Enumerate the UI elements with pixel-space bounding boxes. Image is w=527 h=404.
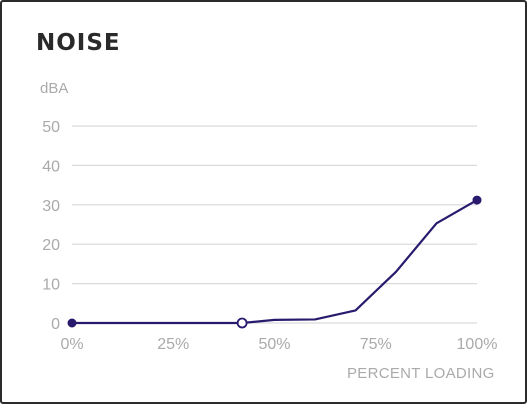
y-tick-20: 20 [42, 237, 60, 254]
y-tick-30: 30 [42, 198, 60, 215]
x-tick-50: 50% [258, 336, 290, 353]
y-tick-0: 0 [51, 316, 60, 333]
data-point-0 [67, 318, 77, 328]
chart-title: NOISE [36, 30, 121, 56]
y-tick-40: 40 [42, 158, 60, 175]
x-tick-25: 25% [157, 336, 189, 353]
x-axis-label: PERCENT LOADING [347, 365, 495, 382]
y-axis-label: dBA [40, 80, 69, 97]
data-point-1 [236, 317, 248, 329]
x-tick-labels: 0% 25% 50% 75% 100% [60, 336, 497, 353]
y-tick-labels: 0 10 20 30 40 50 [42, 119, 60, 333]
x-tick-100: 100% [457, 336, 498, 353]
y-tick-10: 10 [42, 277, 60, 294]
x-tick-75: 75% [360, 336, 392, 353]
grid-lines [72, 125, 477, 324]
marker-group [67, 195, 482, 329]
x-tick-0: 0% [60, 336, 83, 353]
y-tick-50: 50 [42, 119, 60, 136]
data-point-2 [472, 195, 482, 205]
series-group [72, 199, 478, 325]
series-line-0 [72, 199, 478, 325]
